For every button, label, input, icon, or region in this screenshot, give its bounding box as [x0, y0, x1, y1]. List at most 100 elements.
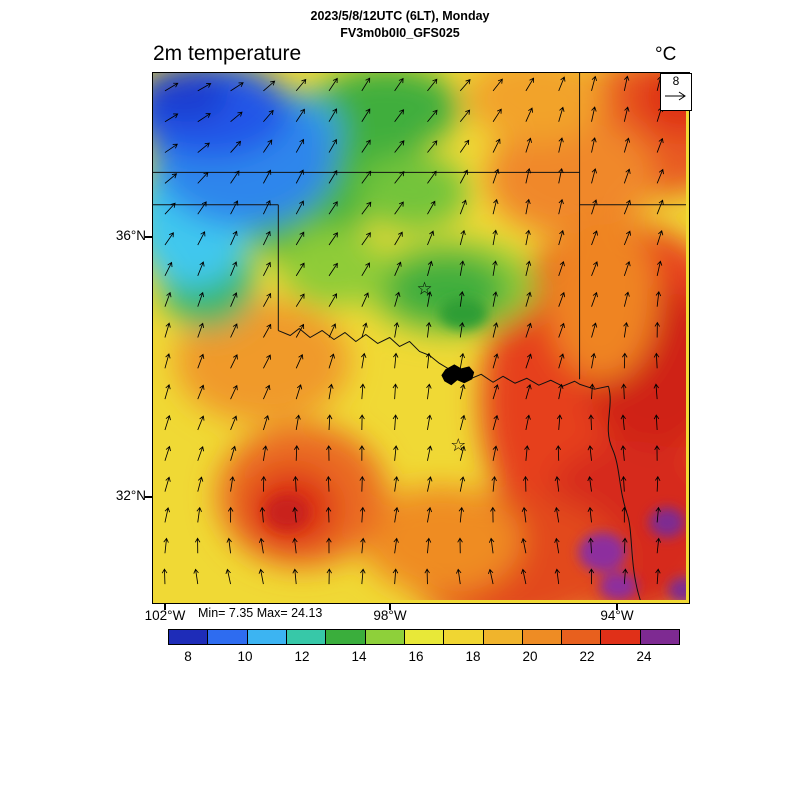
wind-arrow — [164, 476, 171, 492]
wind-arrow — [591, 261, 599, 276]
wind-arrow — [262, 445, 268, 461]
wind-arrow — [524, 445, 530, 461]
wind-arrow — [193, 568, 199, 585]
wind-arrow — [656, 260, 663, 276]
wind-arrow — [295, 78, 307, 92]
colorbar-segment — [443, 629, 484, 645]
wind-arrow — [164, 82, 179, 92]
state-boundary-line — [607, 386, 641, 600]
wind-arrow — [621, 506, 627, 523]
wind-arrow — [295, 169, 304, 184]
map-canvas: ☆☆ — [153, 73, 686, 600]
colorbar-segment — [168, 629, 209, 645]
colorbar-segment — [403, 629, 445, 645]
wind-arrow — [620, 475, 627, 492]
wind-arrow — [623, 260, 631, 276]
lat-tick-label-32n: 32°N — [115, 488, 146, 503]
temperature-field-detail-layer — [265, 297, 686, 600]
wind-arrow — [591, 322, 598, 338]
wind-arrow — [295, 262, 305, 277]
wind-arrow — [588, 414, 594, 430]
wind-arrow — [591, 199, 598, 215]
wind-arrow — [459, 414, 466, 431]
wind-arrow — [654, 445, 660, 461]
wind-arrow — [622, 568, 628, 585]
wind-arrow — [656, 230, 664, 246]
wind-arrow — [426, 414, 433, 431]
wind-arrow — [558, 137, 564, 153]
wind-arrow — [394, 109, 405, 122]
wind-arrow — [164, 291, 172, 307]
wind-arrow — [623, 321, 629, 338]
axis-tick-mark — [145, 236, 152, 238]
wind-arrow — [427, 200, 436, 215]
wind-arrow — [589, 383, 595, 400]
axis-tick-mark — [616, 603, 618, 610]
colorbar-tick-label: 18 — [465, 649, 481, 664]
wind-arrow — [263, 323, 272, 338]
wind-arrow — [558, 198, 564, 215]
wind-arrow — [492, 260, 498, 276]
wind-arrow — [558, 106, 565, 122]
wind-arrow — [325, 506, 332, 523]
wind-arrow — [361, 292, 369, 307]
wind-arrow — [459, 352, 466, 369]
wind-arrow — [197, 261, 205, 277]
wind-arrow — [459, 79, 471, 92]
wind-arrow — [521, 537, 527, 554]
wind-arrow — [459, 383, 466, 400]
wind-arrow — [623, 137, 631, 153]
wind-arrow — [258, 568, 264, 585]
wind-reference-box: 8 — [660, 73, 692, 111]
wind-arrow — [197, 415, 205, 431]
wind-arrow — [590, 352, 597, 369]
colorbar-tick-label: 10 — [237, 649, 253, 664]
wind-arrow — [164, 143, 178, 153]
wind-arrow — [263, 169, 272, 184]
wind-arrow — [393, 445, 399, 461]
wind-arrow — [295, 323, 305, 338]
wind-arrow — [361, 170, 372, 184]
wind-arrow — [361, 108, 371, 122]
wind-arrow — [197, 291, 205, 307]
wind-arrow — [230, 445, 237, 461]
wind-arrow — [521, 506, 528, 523]
wind-arrow — [656, 137, 664, 153]
wind-arrow — [459, 321, 465, 338]
wind-arrow — [558, 76, 566, 92]
header-datetime: 2023/5/8/12UTC (6LT), Monday — [310, 9, 490, 23]
wind-arrow — [226, 537, 232, 554]
wind-arrow — [295, 138, 305, 153]
wind-arrow — [394, 291, 401, 307]
wind-arrow — [653, 383, 659, 400]
wind-arrow — [457, 537, 463, 554]
colorbar-segment — [600, 629, 641, 645]
wind-arrow — [558, 229, 565, 246]
wind-arrow — [295, 108, 305, 122]
wind-arrow — [392, 383, 399, 400]
wind-arrow — [591, 137, 597, 153]
wind-arrow — [197, 353, 205, 369]
wind-arrow — [360, 568, 366, 585]
city-star-marker: ☆ — [416, 279, 432, 299]
wind-arrow — [653, 352, 660, 369]
wind-arrow — [197, 113, 211, 123]
wind-arrow — [230, 292, 238, 307]
wind-arrow — [554, 475, 561, 492]
wind-arrow — [459, 445, 466, 461]
wind-arrow — [554, 537, 560, 554]
wind-arrow — [427, 78, 438, 92]
colorbar-segment — [482, 629, 523, 645]
wind-arrow — [394, 77, 404, 92]
wind-arrow — [328, 293, 337, 307]
wind-arrow — [525, 322, 532, 338]
wind-arrow — [393, 475, 399, 492]
wind-arrow — [359, 414, 365, 430]
plot-title: 2m temperature — [153, 42, 302, 65]
wind-arrow — [623, 230, 632, 246]
wind-arrow — [361, 352, 367, 369]
wind-arrow — [525, 137, 532, 153]
wind-arrow — [456, 568, 462, 585]
wind-arrow — [394, 231, 403, 246]
wind-arrow — [163, 537, 169, 554]
